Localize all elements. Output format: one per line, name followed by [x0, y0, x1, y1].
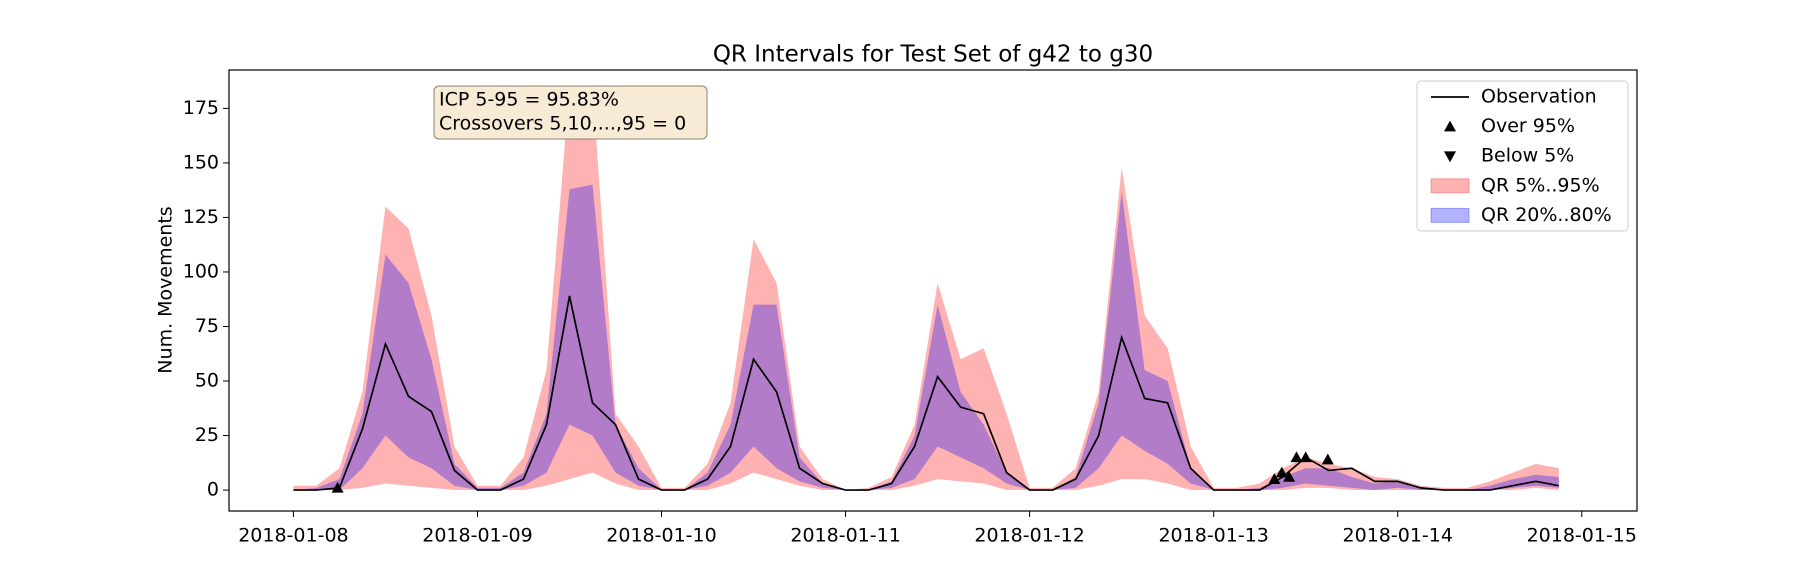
- y-axis-label: Num. Movements: [155, 206, 177, 373]
- y-tick-label: 125: [183, 206, 219, 228]
- over-marker: [1283, 470, 1296, 482]
- over-marker: [1275, 466, 1288, 478]
- annotation-text: Crossovers 5,10,...,95 = 0: [439, 113, 686, 135]
- legend-label: QR 20%..80%: [1481, 204, 1612, 226]
- legend: Observation Over 95% Below 5% QR 5%..95% QR …: [1416, 80, 1629, 232]
- x-tick-label: 2018-01-14: [1343, 525, 1453, 547]
- legend-label: QR 5%..95%: [1481, 174, 1600, 196]
- x-tick-label: 2018-01-09: [422, 525, 532, 547]
- y-tick-label: 175: [183, 97, 219, 119]
- x-tick-label: 2018-01-15: [1527, 525, 1637, 547]
- chart-title: QR Intervals for Test Set of g42 to g30: [713, 42, 1153, 68]
- legend-key: [1430, 207, 1470, 223]
- y-tick-label: 75: [195, 315, 219, 337]
- legend-label: Observation: [1481, 86, 1597, 108]
- legend-key: [1444, 151, 1456, 163]
- x-tick-label: 2018-01-12: [974, 525, 1084, 547]
- legend-key: [1430, 178, 1470, 194]
- quantile-band: [293, 86, 1559, 491]
- observation-line: [293, 295, 1559, 491]
- plot-frame: [228, 69, 1638, 512]
- y-tick-label: 50: [195, 370, 219, 392]
- y-tick-label: 0: [207, 479, 219, 501]
- over-marker: [1290, 451, 1303, 463]
- over-marker: [331, 481, 344, 493]
- x-tick-label: 2018-01-11: [790, 525, 900, 547]
- legend-box: [1416, 80, 1629, 232]
- x-tick-label: 2018-01-10: [606, 525, 716, 547]
- over-marker: [1299, 451, 1312, 463]
- annotation-text: ICP 5-95 = 95.83%: [439, 89, 619, 111]
- over-marker: [1321, 453, 1334, 465]
- annotation-box: [433, 85, 708, 140]
- y-tick-label: 25: [195, 424, 219, 446]
- annotation: ICP 5-95 = 95.83%Crossovers 5,10,...,95 …: [433, 85, 708, 140]
- legend-key: [1444, 120, 1456, 132]
- legend-label: Over 95%: [1481, 115, 1575, 137]
- y-tick-label: 100: [183, 260, 219, 282]
- x-tick-label: 2018-01-08: [238, 525, 348, 547]
- over-marker: [1268, 473, 1281, 484]
- y-tick-label: 150: [183, 151, 219, 173]
- quantile-band: [293, 184, 1559, 491]
- legend-label: Below 5%: [1481, 145, 1574, 167]
- x-tick-label: 2018-01-13: [1158, 525, 1268, 547]
